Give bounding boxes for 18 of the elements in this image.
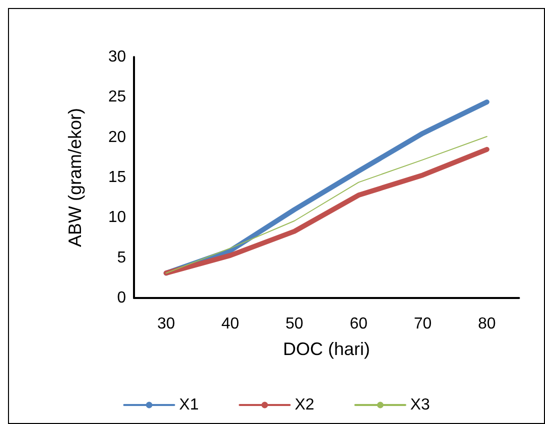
y-tick-label: 30	[108, 48, 126, 66]
y-tick-label: 15	[108, 169, 126, 186]
y-axis-title: ABW (gram/ekor)	[65, 108, 85, 248]
y-tick-label: 25	[108, 88, 126, 106]
legend-label: X1	[179, 396, 199, 414]
x-tick-label: 80	[478, 316, 496, 332]
x-tick-label: 70	[414, 316, 432, 332]
legend-label: X2	[294, 396, 314, 414]
x-tick-label: 50	[286, 316, 304, 332]
x-tick-label: 60	[350, 316, 368, 332]
x-tick-label: 40	[221, 316, 240, 332]
y-tick-label: 0	[117, 290, 126, 306]
y-tick-label: 5	[117, 249, 126, 266]
y-tick-label: 20	[108, 128, 126, 146]
y-tick-label: 10	[108, 209, 126, 226]
x-tick-label: 30	[157, 316, 176, 332]
x-axis-title: DOC (hari)	[282, 339, 370, 359]
legend-label: X3	[410, 396, 430, 414]
